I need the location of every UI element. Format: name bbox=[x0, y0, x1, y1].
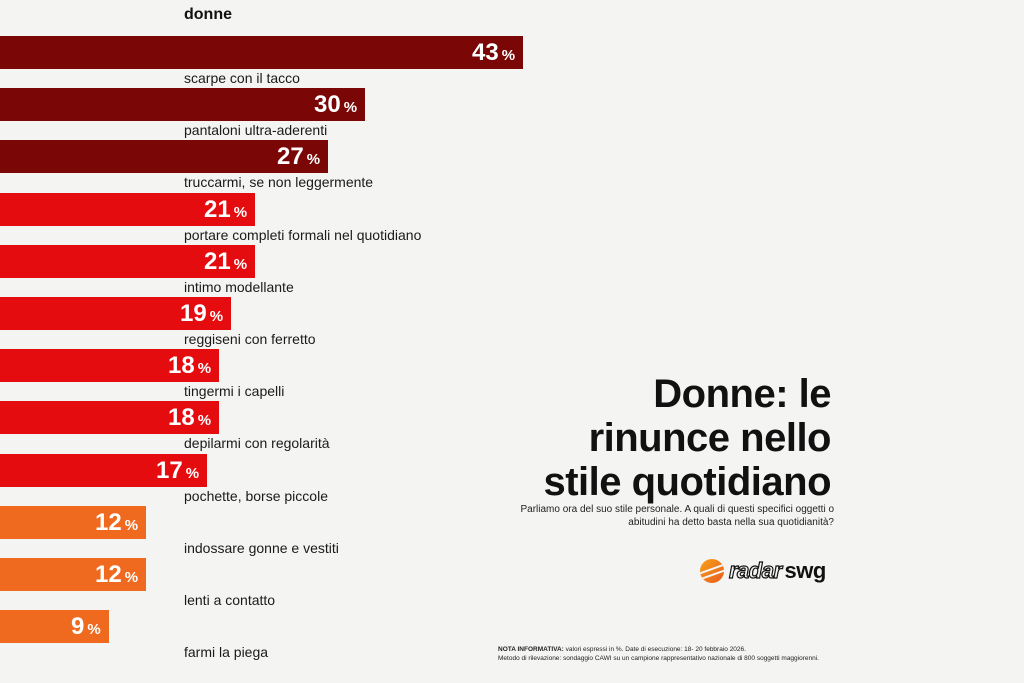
bar-value-label: 30% bbox=[314, 88, 357, 121]
bar-value-label: 9% bbox=[71, 610, 101, 643]
bar-value-label: 18% bbox=[168, 401, 211, 434]
radar-swg-logo: radar swg bbox=[700, 557, 826, 585]
bar-value-label: 19% bbox=[180, 297, 223, 330]
bar: 30% bbox=[0, 88, 365, 122]
category-label: intimo modellante bbox=[184, 278, 294, 295]
category-label: tingermi i capelli bbox=[184, 383, 285, 400]
series-title: donne bbox=[184, 6, 232, 23]
bar-value-number: 43 bbox=[472, 39, 499, 66]
category-label: reggiseni con ferretto bbox=[184, 331, 316, 347]
bar-value-unit: % bbox=[87, 621, 101, 639]
bar: 19% bbox=[0, 297, 231, 330]
note-label: NOTA INFORMATIVA: bbox=[498, 646, 564, 653]
bar: 12% bbox=[0, 558, 146, 591]
bar-value-label: 43% bbox=[472, 36, 515, 69]
bar-value-label: 21% bbox=[204, 193, 247, 226]
bar-value-number: 17 bbox=[156, 456, 183, 484]
bar-value-number: 9 bbox=[71, 613, 85, 641]
bar-value-unit: % bbox=[501, 47, 516, 64]
logo-word-radar: radar bbox=[728, 557, 782, 583]
bar: 12% bbox=[0, 505, 146, 539]
bar-value-unit: % bbox=[197, 412, 212, 430]
bar-value-number: 21 bbox=[204, 195, 231, 223]
bar-value-unit: % bbox=[209, 308, 224, 325]
category-label: indossare gonne e vestiti bbox=[184, 539, 339, 556]
category-label: pochette, borse piccole bbox=[184, 487, 328, 504]
bar: 9% bbox=[0, 610, 109, 644]
category-label: scarpe con il tacco bbox=[184, 70, 300, 86]
bar-value-label: 12% bbox=[95, 558, 138, 591]
bar-value-number: 19 bbox=[180, 300, 207, 327]
bar: 43% bbox=[0, 36, 523, 69]
bar: 17% bbox=[0, 453, 207, 487]
bar-value-unit: % bbox=[306, 151, 321, 169]
bar-chart: donne 43% scarpe con il tacco 30% pantaloni… bbox=[0, 6, 523, 661]
category-label: truccarmi, se non leggermente bbox=[184, 174, 374, 191]
bar-value-label: 12% bbox=[95, 506, 138, 539]
bar-value-number: 12 bbox=[95, 561, 122, 588]
bar-value-number: 12 bbox=[95, 508, 122, 536]
note-line-2: Metodo di rilevazione: sondaggio CAWI su… bbox=[498, 655, 819, 662]
bar-value-number: 18 bbox=[168, 404, 195, 432]
bar-value-unit: % bbox=[124, 516, 139, 534]
bar-value-unit: % bbox=[233, 203, 248, 221]
bar-value-number: 30 bbox=[314, 91, 341, 119]
headline-title: Donne: le rinunce nello stile quotidiano bbox=[543, 372, 831, 504]
survey-question: Parliamo ora del suo stile personale. A … bbox=[520, 504, 834, 528]
logo-word-swg: swg bbox=[784, 558, 827, 583]
bar-value-label: 18% bbox=[168, 349, 211, 382]
bar: 21% bbox=[0, 244, 255, 278]
bar-value-number: 21 bbox=[204, 247, 231, 275]
bar: 18% bbox=[0, 401, 219, 435]
radar-swg-logo-icon bbox=[700, 559, 724, 583]
note-line-1: valori espressi in %. Date di esecuzione… bbox=[565, 646, 746, 653]
bar: 21% bbox=[0, 192, 255, 226]
methodology-note: NOTA INFORMATIVA: valori espressi in %. … bbox=[498, 645, 838, 663]
bar-value-unit: % bbox=[185, 464, 200, 482]
bar-value-unit: % bbox=[124, 569, 139, 586]
category-label: lenti a contatto bbox=[184, 592, 276, 608]
category-label: portare completi formali nel quotidiano bbox=[184, 226, 422, 243]
bar-value-unit: % bbox=[197, 360, 212, 378]
category-label: pantaloni ultra-aderenti bbox=[184, 122, 328, 139]
category-label: depilarmi con regolarità bbox=[184, 435, 330, 452]
bar: 27% bbox=[0, 140, 328, 174]
bar-value-number: 27 bbox=[277, 143, 304, 171]
category-label: farmi la piega bbox=[184, 644, 269, 661]
bar-value-label: 21% bbox=[204, 245, 247, 278]
bar-value-label: 17% bbox=[156, 454, 199, 487]
bar-value-label: 27% bbox=[277, 140, 320, 173]
bar-value-number: 18 bbox=[168, 352, 195, 380]
bar-value-unit: % bbox=[343, 99, 358, 117]
bar-value-unit: % bbox=[233, 255, 248, 273]
bar: 18% bbox=[0, 349, 219, 383]
